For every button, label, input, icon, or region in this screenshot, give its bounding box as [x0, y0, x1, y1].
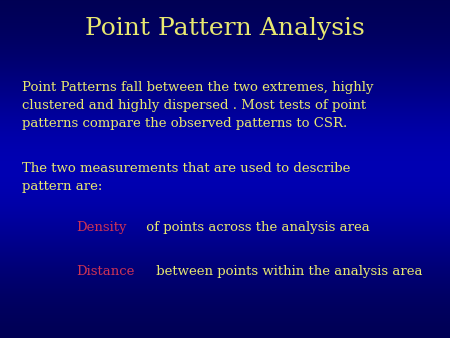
- Text: Point Pattern Analysis: Point Pattern Analysis: [85, 17, 365, 40]
- Text: between points within the analysis area: between points within the analysis area: [152, 265, 422, 278]
- Text: Point Patterns fall between the two extremes, highly
clustered and highly disper: Point Patterns fall between the two extr…: [22, 81, 374, 130]
- Text: Density: Density: [76, 221, 127, 234]
- Text: The two measurements that are used to describe
pattern are:: The two measurements that are used to de…: [22, 162, 351, 193]
- Text: of points across the analysis area: of points across the analysis area: [142, 221, 369, 234]
- Text: Distance: Distance: [76, 265, 135, 278]
